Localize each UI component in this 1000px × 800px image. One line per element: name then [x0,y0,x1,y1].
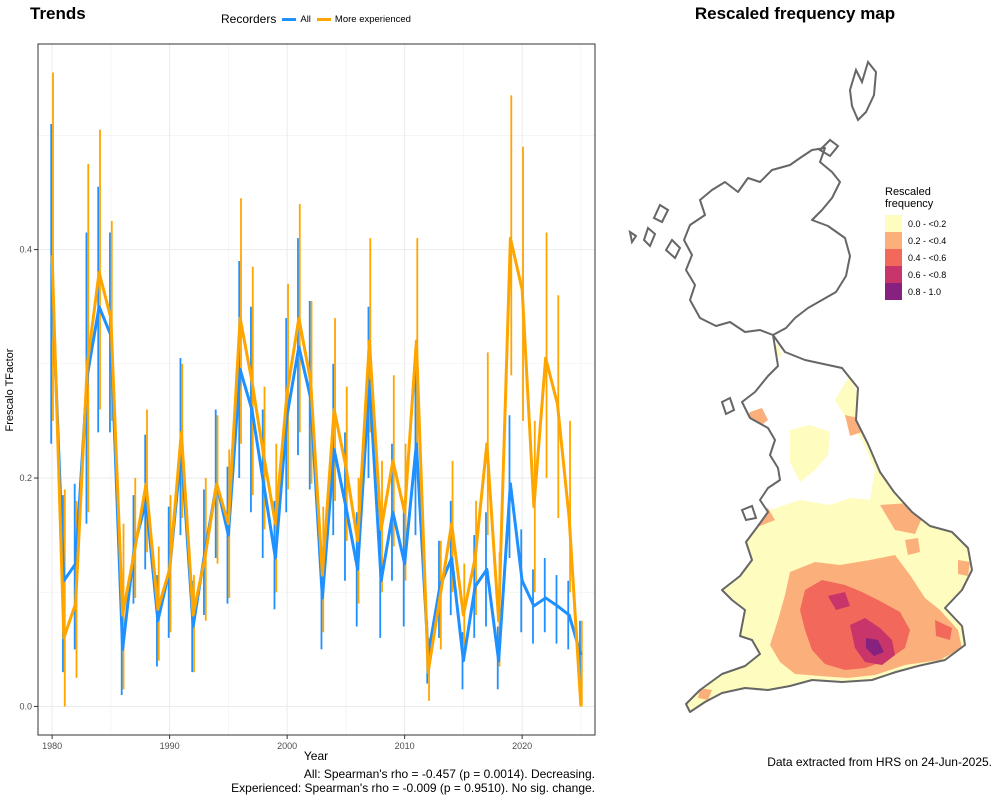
series-line [50,236,583,707]
coastline-hebrides [628,203,682,260]
map-legend-swatch [885,232,902,249]
legend-label-all: All [300,13,311,25]
x-tick-label: 2020 [512,741,532,751]
map-legend-row: 0.4 - <0.6 [885,249,946,266]
map-legend-swatch [885,283,902,300]
map-legend-title-line1: Rescaled [885,186,931,198]
x-tick-label: 1980 [42,741,62,751]
map-legend-row: 0.6 - <0.8 [885,266,946,283]
axis-layer: 1980 1990 2000 2010 2020 0.0 0.2 0.4 [19,245,532,751]
chart-legend: Recorders All More experienced [221,12,411,26]
x-tick-label: 1990 [160,741,180,751]
y-axis-label: Frescalo TFactor [4,348,16,431]
y-tick-label: 0.2 [19,473,32,483]
y-tick-label: 0.0 [19,701,32,711]
trend-statistics: All: Spearman's rho = -0.457 (p = 0.0014… [231,767,595,795]
map-title: Rescaled frequency map [694,4,896,23]
coastline-scotland [683,147,851,336]
stats-experienced: Experienced: Spearman's rho = -0.009 (p … [231,781,595,795]
x-tick-label: 2010 [395,741,415,751]
map-legend-label: 0.8 - 1.0 [908,286,942,297]
legend-title: Recorders [221,12,277,26]
map-legend-title-line2: frequency [885,198,934,210]
coastline-isle-of-man [720,396,736,416]
map-legend-swatch [885,249,902,266]
y-tick-label: 0.4 [19,245,32,255]
legend-label-experienced: More experienced [334,13,411,25]
map-legend-title: Rescaled frequency [885,186,946,210]
map-legend-swatch [885,215,902,232]
legend-item-experienced: More experienced [316,13,411,25]
frequency-map [628,59,973,713]
map-legend-label: 0.2 - <0.4 [908,235,947,246]
coastline-orkney-shetland [818,59,878,158]
map-legend-row: 0.2 - <0.4 [885,232,946,249]
series-lines [50,236,583,707]
map-legend-label: 0.4 - <0.6 [908,252,947,263]
legend-swatch-experienced [316,17,331,21]
trend-chart: 1980 1990 2000 2010 2020 0.0 0.2 0.4 Year Fresc… [4,43,596,760]
map-legend-rows: 0.0 - <0.2 0.2 - <0.4 0.4 - <0.6 0.6 - <0.8… [885,215,946,300]
map-legend-row: 0.0 - <0.2 [885,215,946,232]
coastline-england-wales [685,334,973,713]
coastline-anglesey [740,504,758,522]
map-legend-row: 0.8 - 1.0 [885,283,946,300]
x-tick-label: 2000 [277,741,297,751]
legend-swatch-all [282,17,297,21]
map-legend: Rescaled frequency 0.0 - <0.2 0.2 - <0.4 0… [885,186,946,300]
x-axis-label: Year [304,749,328,760]
map-legend-label: 0.0 - <0.2 [908,218,947,229]
plot-border [37,43,596,736]
legend-item-all: All [282,14,311,25]
extract-note: Data extracted from HRS on 24-Jun-2025. [767,755,992,769]
map-legend-label: 0.6 - <0.8 [908,269,947,280]
frequency-fill [686,335,972,712]
stats-all: All: Spearman's rho = -0.457 (p = 0.0014… [303,767,595,781]
map-legend-swatch [885,266,902,283]
trends-title: Trends [30,4,86,23]
